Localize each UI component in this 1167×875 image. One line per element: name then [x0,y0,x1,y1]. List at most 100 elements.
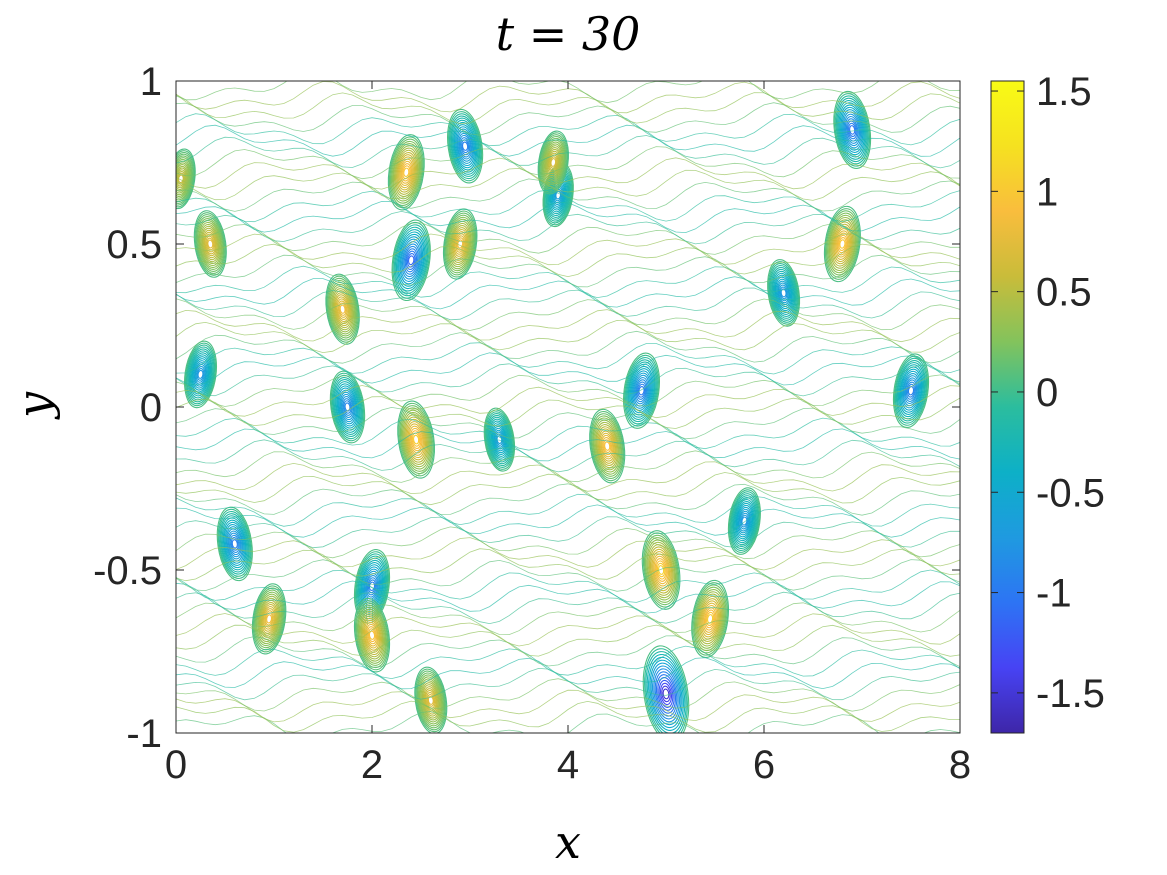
contour-line [176,417,960,451]
contour-lines [176,81,960,733]
y-axis-label: y [7,391,61,420]
contour-line [356,604,388,666]
contour-line [176,569,960,603]
contour-line [418,676,443,725]
contour-line [176,516,960,549]
contour-line [892,353,930,428]
contour-line [837,234,848,254]
contour-line [176,526,960,560]
contour-line [601,434,614,458]
contour-line [900,370,922,411]
contour-line [387,134,425,211]
contour-line [543,143,564,182]
contour-line [196,367,205,381]
contour-line [767,259,801,327]
contour-line [357,606,387,664]
contour-line [839,239,846,249]
contour-line [176,591,960,625]
contour-line [399,158,414,186]
contour-line [389,138,423,206]
contour-line [334,381,361,433]
contour-line [176,162,190,196]
contour-line [207,239,214,249]
contour-line [406,421,426,459]
contour-line [176,309,960,343]
contour-line [197,369,204,379]
contour-line [624,354,659,427]
contour-line [899,368,923,413]
contour-line [176,165,188,192]
colorbar-gradient [991,81,1024,733]
contour-line [647,541,676,599]
contour-line [838,102,866,158]
contour-line [259,599,279,638]
chart-title: t = 30 [496,7,641,61]
contour-line [443,210,477,278]
contour-line [728,489,760,553]
contour-line [603,439,612,454]
x-axis: 0 2 4 6 8 [165,81,971,787]
contour-line [176,493,960,527]
contour-line [353,597,391,673]
contour-line [336,298,349,320]
contour-line [339,304,346,314]
contour-line [705,611,715,627]
contour-line [217,508,252,579]
contour-line [204,233,216,255]
contour-line [400,160,413,184]
contour-line [830,219,855,269]
contour-line [637,383,646,398]
contour-line [602,437,613,456]
contour-line [649,546,673,594]
contour-line [453,121,478,171]
contour-line [391,219,431,302]
contour-line [493,427,506,452]
contour-line [176,450,960,483]
contour-line [834,228,851,260]
contour-line [330,283,356,335]
x-tick-label: 6 [753,743,775,787]
contour-line [841,109,863,151]
contour-line [393,147,419,198]
contour-line [333,379,362,435]
contour-line [771,268,796,317]
contour-line [769,264,798,321]
contour-line [645,651,687,733]
contour-line [835,230,850,258]
contour-line [358,559,386,613]
contour-line [453,231,468,257]
contour-line [408,425,424,454]
contour-line [355,602,389,669]
contour-line [176,146,960,180]
contour-line [704,609,716,629]
contour-line [360,613,384,658]
contour-line [598,428,617,464]
contour-line [636,381,647,400]
contour-line [738,510,751,532]
contour-line [195,366,206,383]
contour-line [332,288,354,331]
contour-line [202,229,218,259]
contour-line [546,150,560,175]
contour-line [627,361,656,420]
contour-line [176,178,960,212]
contour-line [176,613,960,647]
contour-line [635,379,648,403]
y-axis: -1 -0.5 0 0.5 1 [93,60,960,756]
contour-line [186,346,215,403]
contour-line [335,296,350,323]
contour-line [176,164,189,194]
contour-line [546,148,561,177]
contour-line [661,685,671,703]
contour-line [741,516,748,526]
contour-line [176,472,960,506]
contour-line [644,648,688,733]
contour-line [895,359,927,422]
contour-line [176,667,960,701]
contour-line [190,354,211,395]
contour-line [730,493,759,550]
contour-line [732,497,757,546]
colorbar-ticks: -1.5 -1 -0.5 0 0.5 1 1.5 [991,70,1105,716]
contour-line [735,502,754,540]
contour-line [219,513,250,575]
